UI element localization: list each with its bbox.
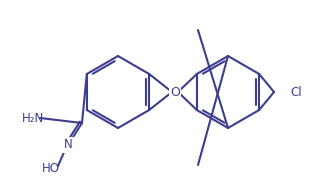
Text: H₂N: H₂N	[22, 112, 44, 125]
Text: N: N	[64, 139, 72, 152]
Text: HO: HO	[42, 162, 60, 174]
Text: Cl: Cl	[290, 85, 302, 98]
Text: O: O	[170, 85, 180, 98]
